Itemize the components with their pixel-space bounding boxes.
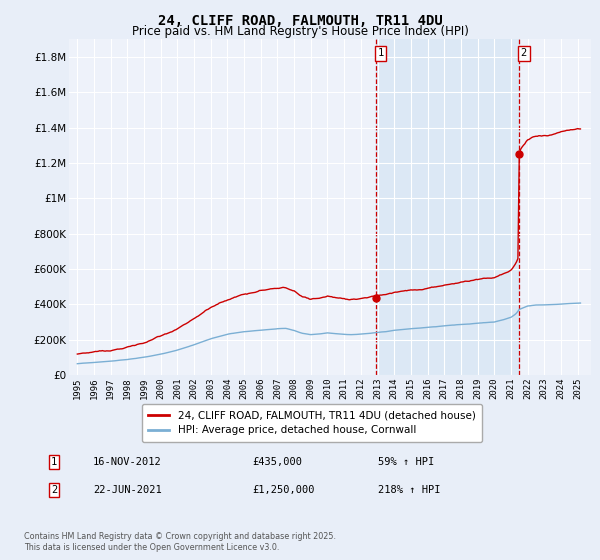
Legend: 24, CLIFF ROAD, FALMOUTH, TR11 4DU (detached house), HPI: Average price, detache: 24, CLIFF ROAD, FALMOUTH, TR11 4DU (deta… bbox=[142, 404, 482, 442]
Text: 218% ↑ HPI: 218% ↑ HPI bbox=[378, 485, 440, 495]
Text: 24, CLIFF ROAD, FALMOUTH, TR11 4DU: 24, CLIFF ROAD, FALMOUTH, TR11 4DU bbox=[158, 14, 442, 28]
Text: 2: 2 bbox=[51, 485, 57, 495]
Text: £435,000: £435,000 bbox=[252, 457, 302, 467]
Text: 1: 1 bbox=[51, 457, 57, 467]
Text: 59% ↑ HPI: 59% ↑ HPI bbox=[378, 457, 434, 467]
Text: Contains HM Land Registry data © Crown copyright and database right 2025.
This d: Contains HM Land Registry data © Crown c… bbox=[24, 532, 336, 552]
Text: £1,250,000: £1,250,000 bbox=[252, 485, 314, 495]
Text: 16-NOV-2012: 16-NOV-2012 bbox=[93, 457, 162, 467]
Text: Price paid vs. HM Land Registry's House Price Index (HPI): Price paid vs. HM Land Registry's House … bbox=[131, 25, 469, 38]
Text: 1: 1 bbox=[377, 48, 383, 58]
Text: 22-JUN-2021: 22-JUN-2021 bbox=[93, 485, 162, 495]
Text: 2: 2 bbox=[521, 48, 527, 58]
Bar bbox=[376, 39, 519, 375]
